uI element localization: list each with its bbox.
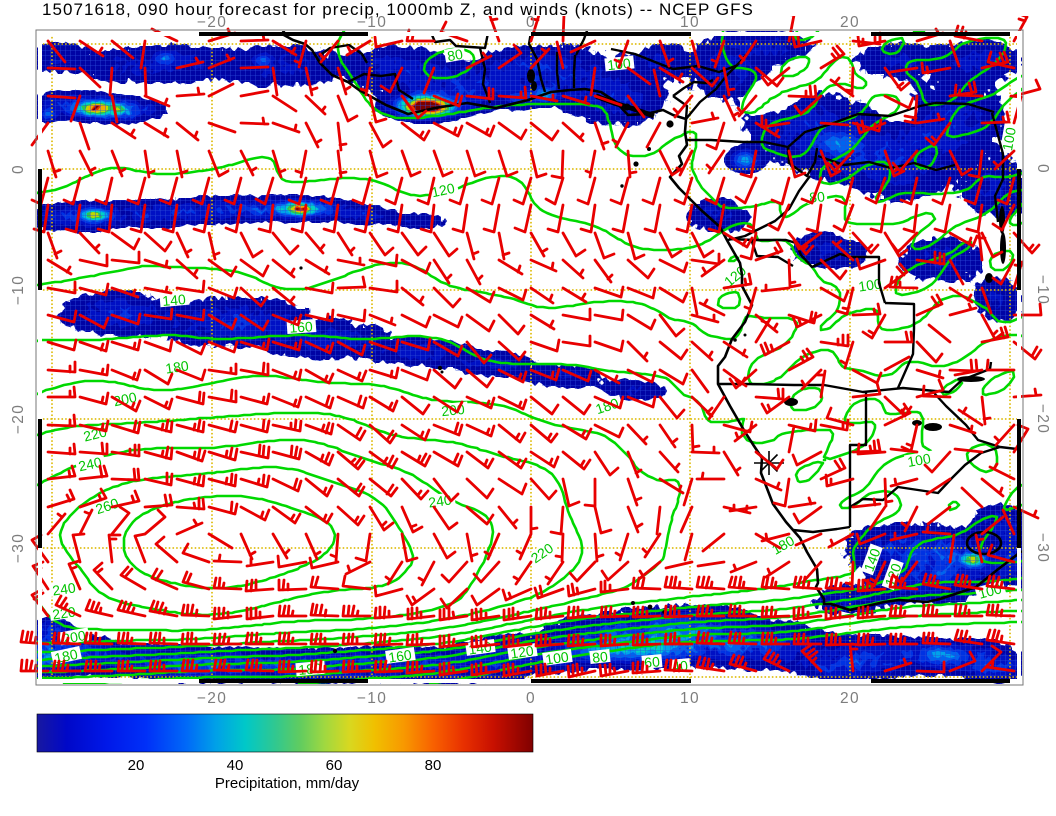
- svg-text:10: 10: [680, 14, 700, 31]
- svg-text:Precipitation, mm/day: Precipitation, mm/day: [215, 775, 360, 792]
- svg-text:−10: −10: [10, 275, 27, 306]
- svg-text:−30: −30: [1034, 533, 1051, 564]
- svg-text:240: 240: [77, 454, 103, 475]
- svg-text:0: 0: [10, 164, 27, 174]
- svg-text:60: 60: [326, 757, 343, 774]
- svg-text:−10: −10: [357, 690, 388, 707]
- svg-text:160: 160: [387, 646, 413, 665]
- svg-text:−20: −20: [197, 14, 228, 31]
- svg-text:80: 80: [591, 648, 608, 666]
- svg-text:140: 140: [860, 546, 883, 574]
- svg-text:240: 240: [51, 579, 77, 598]
- svg-text:20: 20: [840, 14, 860, 31]
- svg-text:−20: −20: [1034, 404, 1051, 435]
- svg-text:0: 0: [1034, 164, 1051, 174]
- svg-text:−30: −30: [10, 533, 27, 564]
- svg-text:−20: −20: [197, 690, 228, 707]
- svg-text:15071618, 090 hour forecast fo: 15071618, 090 hour forecast for precip, …: [42, 0, 754, 19]
- svg-text:−20: −20: [10, 404, 27, 435]
- svg-text:100: 100: [544, 648, 570, 667]
- svg-text:40: 40: [227, 757, 244, 774]
- svg-text:80: 80: [446, 46, 464, 64]
- svg-text:140: 140: [162, 291, 187, 309]
- svg-text:−10: −10: [357, 14, 388, 31]
- svg-text:100: 100: [999, 126, 1019, 152]
- svg-text:160: 160: [289, 318, 314, 336]
- svg-text:0: 0: [526, 690, 536, 707]
- svg-text:0: 0: [526, 14, 536, 31]
- svg-text:80: 80: [425, 757, 442, 774]
- svg-text:120: 120: [509, 642, 535, 661]
- svg-text:−10: −10: [1034, 275, 1051, 306]
- svg-text:10: 10: [680, 690, 700, 707]
- svg-text:20: 20: [128, 757, 145, 774]
- svg-text:240: 240: [427, 491, 453, 510]
- svg-text:100: 100: [857, 275, 883, 294]
- svg-text:120: 120: [430, 180, 456, 201]
- svg-text:220: 220: [51, 603, 77, 622]
- svg-text:200: 200: [112, 389, 138, 410]
- svg-text:20: 20: [840, 690, 860, 707]
